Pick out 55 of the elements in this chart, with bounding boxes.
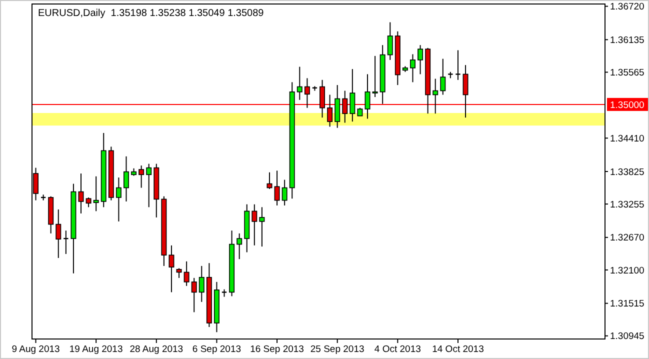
candlestick (116, 176, 122, 222)
y-tick-label: 1.32100 (610, 265, 644, 276)
y-tick-label: 1.30945 (610, 331, 644, 342)
candlestick (334, 84, 340, 128)
candlestick (410, 54, 416, 83)
candlestick (327, 94, 333, 128)
candlestick (252, 204, 258, 246)
candlestick (146, 163, 152, 208)
y-tick-label: 1.31515 (610, 298, 644, 310)
candlestick (432, 78, 438, 114)
x-tick-label: 28 Aug 2013 (130, 344, 184, 355)
chart-title: EURUSD,Daily 1.35198 1.35238 1.35049 1.35089 (38, 8, 264, 19)
candlestick (462, 64, 468, 118)
ref-line-label: 1.35000 (610, 100, 644, 111)
candlestick (86, 196, 92, 208)
x-tick-label: 16 Sep 2013 (250, 344, 304, 355)
candlestick (198, 265, 204, 302)
candlestick (78, 172, 84, 214)
candlestick (455, 50, 461, 80)
candlestick (259, 206, 265, 248)
candlestick (304, 78, 310, 108)
candlestick (418, 44, 424, 75)
x-tick-label: 6 Sep 2013 (192, 344, 242, 355)
y-tick-label: 1.33825 (610, 166, 644, 178)
x-tick-label: 19 Aug 2013 (69, 344, 123, 355)
y-tick-label: 1.33255 (610, 199, 644, 210)
candlestick (236, 232, 242, 260)
y-tick-label: 1.36720 (610, 2, 644, 13)
candlestick (350, 68, 356, 122)
x-tick-label: 4 Oct 2013 (374, 344, 421, 355)
x-tick-label: 25 Sep 2013 (310, 344, 364, 355)
candlestick (372, 55, 378, 98)
candlestick (364, 74, 370, 120)
x-tick-label: 9 Aug 2013 (12, 344, 60, 355)
candlestick (168, 244, 174, 293)
candlestick (387, 22, 393, 60)
candlestick (176, 268, 182, 278)
candlestick (320, 79, 326, 118)
candlestick (274, 170, 280, 206)
y-tick-label: 1.34410 (610, 133, 644, 144)
candlestick (138, 165, 144, 188)
candlestick (191, 277, 197, 313)
y-tick-label: 1.36135 (610, 34, 644, 46)
candlestick (124, 156, 129, 202)
candlestick (296, 66, 302, 100)
y-tick-label: 1.32670 (610, 232, 644, 244)
y-tick-label: 1.35565 (610, 68, 644, 79)
candlestick (93, 176, 99, 212)
candlestick (56, 208, 62, 258)
x-tick-label: 14 Oct 2013 (432, 344, 484, 355)
candlestick (184, 260, 190, 286)
candlestick (62, 230, 69, 254)
candlestick (440, 58, 446, 96)
candlestick (342, 90, 348, 124)
candlestick (282, 179, 288, 206)
